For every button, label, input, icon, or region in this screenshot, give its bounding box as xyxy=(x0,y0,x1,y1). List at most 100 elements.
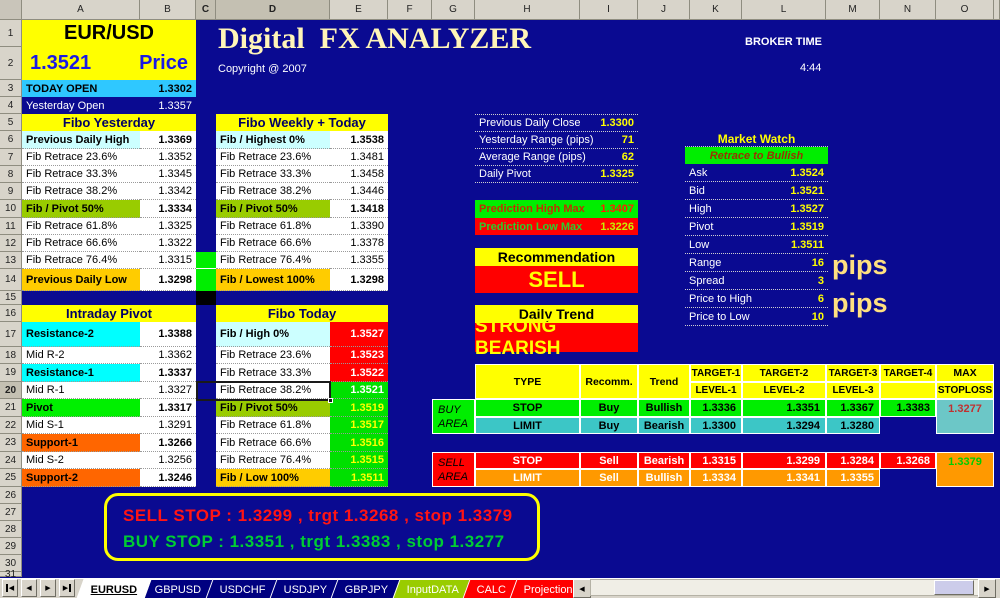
orders-header-target-3[interactable]: TARGET-3 xyxy=(826,364,880,382)
buy-stop-target-3[interactable]: 1.3367 xyxy=(826,399,880,417)
row-value[interactable]: 1.3515 xyxy=(330,452,388,469)
row-value[interactable]: 1.3519 xyxy=(330,399,388,417)
row-value[interactable]: 1.3378 xyxy=(330,235,388,252)
row-header-18[interactable]: 18 xyxy=(0,347,22,364)
row-value[interactable]: 1.3517 xyxy=(330,417,388,434)
column-header-L[interactable]: L xyxy=(742,0,826,20)
buy-limit-target-2[interactable]: 1.3294 xyxy=(742,417,826,434)
row-header-6[interactable]: 6 xyxy=(0,131,22,149)
row-header-30[interactable]: 30 xyxy=(0,555,22,572)
row-value[interactable]: 1.3388 xyxy=(140,322,196,347)
row-value[interactable]: 1.3322 xyxy=(140,235,196,252)
row-header-3[interactable]: 3 xyxy=(0,80,22,97)
orders-header-recomm[interactable]: Recomm. xyxy=(580,364,638,399)
orders-sell-area-label[interactable]: SELL AREA xyxy=(432,452,475,487)
row-label[interactable]: Fib / Low 100% xyxy=(216,469,330,487)
row-header-22[interactable]: 22 xyxy=(0,417,22,434)
sheet-tab-eurusd[interactable]: EURUSD xyxy=(76,579,153,598)
row-header-11[interactable]: 11 xyxy=(0,218,22,235)
row-value[interactable]: 1.3337 xyxy=(140,364,196,382)
sell-limit-recomm-cell[interactable]: Sell xyxy=(580,469,638,487)
orders-header-max[interactable]: MAX xyxy=(936,364,994,382)
row-label[interactable]: Fib Retrace 33.3% xyxy=(22,166,140,183)
row-label[interactable]: Fib Retrace 61.8% xyxy=(216,218,330,235)
prediction-low-row[interactable]: Prediction Low Max 1.3226 xyxy=(475,218,638,235)
column-header-M[interactable]: M xyxy=(826,0,880,20)
spacer-cell-green-1[interactable] xyxy=(196,252,216,269)
row-label[interactable]: Mid S-2 xyxy=(22,452,140,469)
row-value[interactable]: 1.3527 xyxy=(330,322,388,347)
column-header-D[interactable]: D xyxy=(216,0,330,20)
sell-limit-trend-cell[interactable]: Bullish xyxy=(638,469,690,487)
row-value[interactable]: 1.3418 xyxy=(330,200,388,218)
row-label[interactable]: Fib Retrace 61.8% xyxy=(22,218,140,235)
row-header-28[interactable]: 28 xyxy=(0,521,22,538)
sell-stop-target-3[interactable]: 1.3284 xyxy=(826,452,880,469)
row-value[interactable]: 1.3298 xyxy=(330,269,388,291)
info-row[interactable]: Average Range (pips) 62 xyxy=(475,149,638,166)
sell-limit-target-2[interactable]: 1.3341 xyxy=(742,469,826,487)
row-header-21[interactable]: 21 xyxy=(0,399,22,417)
market-watch-status[interactable]: Retrace to Bullish xyxy=(685,147,828,164)
row-label[interactable]: Fib Retrace 66.6% xyxy=(22,235,140,252)
row-label[interactable]: Fib Retrace 76.4% xyxy=(216,252,330,269)
buy-stop-target-1[interactable]: 1.3336 xyxy=(690,399,742,417)
row-header-4[interactable]: 4 xyxy=(0,97,22,114)
column-header-N[interactable]: N xyxy=(880,0,936,20)
row-label[interactable]: Resistance-1 xyxy=(22,364,140,382)
column-header-G[interactable]: G xyxy=(432,0,475,20)
row-value[interactable]: 1.3511 xyxy=(330,469,388,487)
buy-stop-type-cell[interactable]: STOP xyxy=(475,399,580,417)
buy-stop-target-2[interactable]: 1.3351 xyxy=(742,399,826,417)
column-header-E[interactable]: E xyxy=(330,0,388,20)
row-value[interactable]: 1.3266 xyxy=(140,434,196,452)
row-label[interactable]: Fib / Highest 0% xyxy=(216,131,330,149)
row-label[interactable]: Fib Retrace 66.6% xyxy=(216,434,330,452)
select-all-corner[interactable] xyxy=(0,0,22,20)
row-label[interactable]: Pivot xyxy=(22,399,140,417)
info-row[interactable]: Previous Daily Close 1.3300 xyxy=(475,115,638,132)
orders-header-stoploss[interactable]: STOPLOSS xyxy=(936,382,994,399)
row-label[interactable]: Fib Retrace 76.4% xyxy=(216,452,330,469)
row-value[interactable]: 1.3481 xyxy=(330,149,388,166)
row-header-5[interactable]: 5 xyxy=(0,114,22,131)
row-value[interactable]: 1.3291 xyxy=(140,417,196,434)
info-row[interactable]: Pivot 1.3519 xyxy=(685,218,828,236)
row-value[interactable]: 1.3523 xyxy=(330,347,388,364)
info-row[interactable]: Price to High 6 xyxy=(685,290,828,308)
info-row[interactable]: Ask 1.3524 xyxy=(685,164,828,182)
row-header-8[interactable]: 8 xyxy=(0,166,22,183)
sheet-tab-inputdata[interactable]: InputDATA xyxy=(391,579,474,598)
column-header-A[interactable]: A xyxy=(22,0,140,20)
row-label[interactable]: Fib Retrace 76.4% xyxy=(22,252,140,269)
row-value[interactable]: 1.3516 xyxy=(330,434,388,452)
sell-stop-trend-cell[interactable]: Bearish xyxy=(638,452,690,469)
row-label[interactable]: Fib Retrace 33.3% xyxy=(216,364,330,382)
row-header-24[interactable]: 24 xyxy=(0,452,22,469)
row-label[interactable]: Fib Retrace 33.3% xyxy=(216,166,330,183)
column-header-K[interactable]: K xyxy=(690,0,742,20)
row-value[interactable]: 1.3369 xyxy=(140,131,196,149)
sell-limit-target-3[interactable]: 1.3355 xyxy=(826,469,880,487)
row-label[interactable]: Fib Retrace 66.6% xyxy=(216,235,330,252)
row-label[interactable]: Previous Daily High xyxy=(22,131,140,149)
sell-stop-target-2[interactable]: 1.3299 xyxy=(742,452,826,469)
row-value[interactable]: 1.3458 xyxy=(330,166,388,183)
info-row[interactable]: Spread 3 xyxy=(685,272,828,290)
row-label[interactable]: Mid R-2 xyxy=(22,347,140,364)
row-label[interactable]: Fib / Pivot 50% xyxy=(216,200,330,218)
tab-nav-last-button[interactable]: ▶ xyxy=(59,579,75,597)
buy-limit-recomm-cell[interactable]: Buy xyxy=(580,417,638,434)
row-value[interactable]: 1.3522 xyxy=(330,364,388,382)
info-row[interactable]: Bid 1.3521 xyxy=(685,182,828,200)
tab-nav-next-button[interactable]: ▶ xyxy=(40,579,56,597)
orders-header-target-2[interactable]: TARGET-2 xyxy=(742,364,826,382)
row-label[interactable]: Fib Retrace 38.2% xyxy=(22,183,140,200)
row-header-2[interactable]: 2 xyxy=(0,47,22,80)
sell-limit-target-1[interactable]: 1.3334 xyxy=(690,469,742,487)
row-header-1[interactable]: 1 xyxy=(0,20,22,47)
row-header-9[interactable]: 9 xyxy=(0,183,22,200)
column-header-J[interactable]: J xyxy=(638,0,690,20)
row-label[interactable]: Mid S-1 xyxy=(22,417,140,434)
hscroll-left-arrow[interactable]: ◀ xyxy=(573,579,591,598)
